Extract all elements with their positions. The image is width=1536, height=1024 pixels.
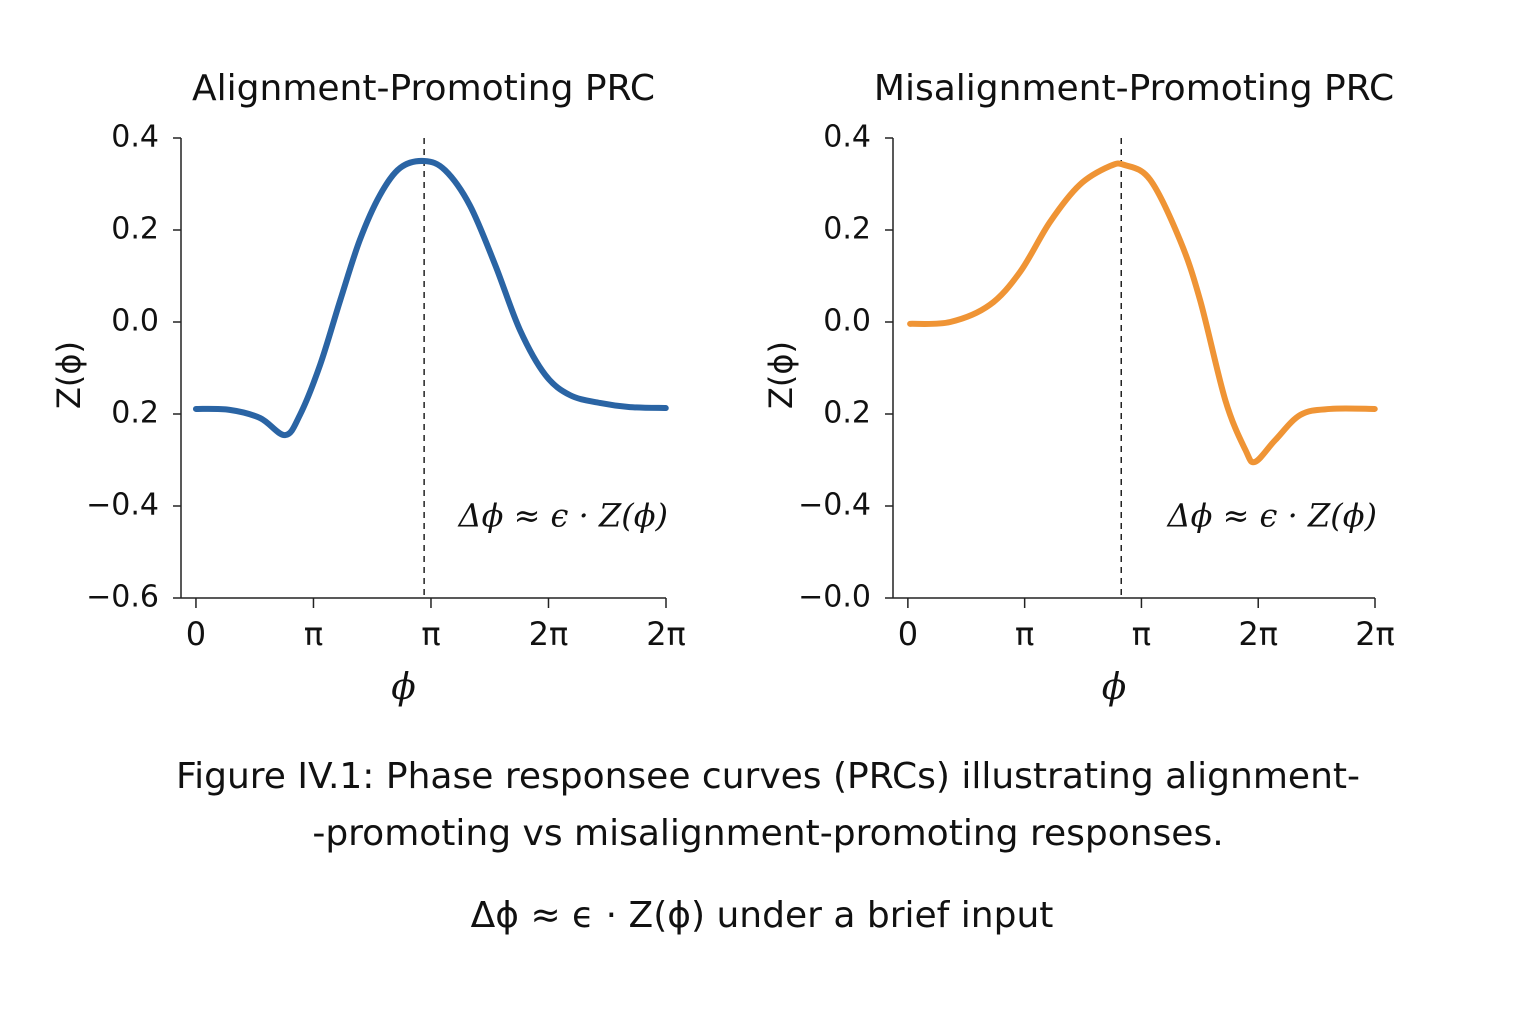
x-tick-label: π <box>1015 615 1034 653</box>
y-tick-label: 0.4 <box>111 120 159 155</box>
note: Δϕ ≈ ϵ · Z(ϕ) under a brief input <box>471 895 1054 936</box>
chart-title: Alignment-Promoting PRC <box>192 68 655 109</box>
y-axis-label: Z(ϕ) <box>762 341 800 409</box>
y-tick-label: 0.2 <box>111 212 159 247</box>
y-tick-label: 0.0 <box>823 304 871 339</box>
x-axis-label: ϕ <box>1102 667 1127 708</box>
y-tick-label: −0.6 <box>86 580 159 615</box>
y-tick-label: 0.2 <box>823 212 871 247</box>
curve <box>907 160 1378 466</box>
y-tick-label: −0.0 <box>798 580 871 615</box>
x-tick-label: π <box>1132 615 1151 653</box>
x-tick-label: π <box>421 615 440 653</box>
y-tick-label: 0.0 <box>111 304 159 339</box>
x-tick-label: 2π <box>529 615 569 653</box>
caption-line: Figure IV.1: Phase responsee curves (PRC… <box>176 756 1360 797</box>
x-tick-label: 0 <box>186 615 206 653</box>
annotation: Δϕ ≈ ϵ · Z(ϕ) <box>456 497 668 535</box>
x-tick-label: 0 <box>898 615 918 653</box>
caption-line: -promoting vs misalignment-promoting res… <box>312 813 1223 854</box>
curve <box>192 157 669 439</box>
x-tick-label: 2π <box>1238 615 1278 653</box>
y-tick-label: 0.4 <box>823 120 871 155</box>
x-tick-label: 2π <box>646 615 686 653</box>
y-tick-label: 0.2 <box>823 396 871 431</box>
x-axis-label: ϕ <box>391 667 416 708</box>
y-tick-label: −0.4 <box>86 488 159 523</box>
chart-title: Misalignment-Promoting PRC <box>874 68 1394 109</box>
annotation: Δϕ ≈ ϵ · Z(ϕ) <box>1165 497 1377 535</box>
y-tick-label: 0.2 <box>111 396 159 431</box>
x-tick-label: π <box>304 615 323 653</box>
x-tick-label: 2π <box>1355 615 1395 653</box>
y-tick-label: −0.4 <box>798 488 871 523</box>
y-axis-label: Z(ϕ) <box>50 341 88 409</box>
